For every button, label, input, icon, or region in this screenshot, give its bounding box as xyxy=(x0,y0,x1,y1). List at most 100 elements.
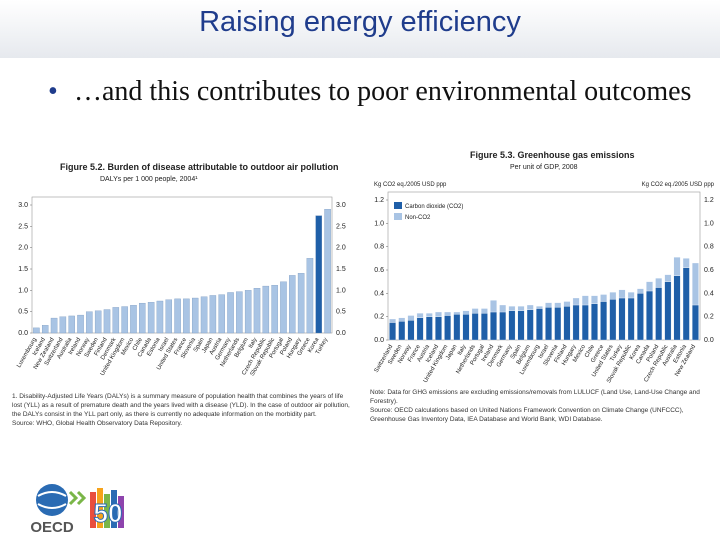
legend-label: Non-CO2 xyxy=(405,215,431,221)
bar xyxy=(253,288,261,334)
bar-segment xyxy=(627,292,635,299)
x-tick-label: Italy xyxy=(248,337,259,350)
bar xyxy=(94,310,102,334)
bar xyxy=(103,309,111,334)
y-tick-label: 1.0 xyxy=(374,220,384,227)
bar xyxy=(183,298,190,334)
bar xyxy=(297,273,305,334)
bar-segment xyxy=(389,318,396,323)
bar-segment xyxy=(462,310,470,315)
legend-swatch xyxy=(394,213,402,220)
bar xyxy=(209,295,217,334)
bar-segment xyxy=(609,299,617,341)
bar-segment xyxy=(444,315,452,341)
bar-segment xyxy=(453,311,461,315)
bar xyxy=(200,296,208,334)
bar-segment xyxy=(655,278,663,288)
y-tick-label: 0.5 xyxy=(336,309,346,316)
y-tick-label: 0.0 xyxy=(374,337,384,344)
bar xyxy=(227,292,234,334)
bar xyxy=(262,285,270,334)
bar xyxy=(324,209,331,334)
y-tick-label: 1.2 xyxy=(704,197,714,204)
bar xyxy=(315,215,323,334)
bar-segment xyxy=(600,294,608,302)
chart-subtitle: DALYs per 1 000 people, 2004¹ xyxy=(100,176,198,183)
bar xyxy=(306,258,314,334)
plot-frame xyxy=(31,196,333,334)
y-tick-label: 0.8 xyxy=(374,244,384,251)
bar xyxy=(59,316,67,334)
logo-number: 50 xyxy=(94,498,123,528)
bar-segment xyxy=(554,302,562,308)
y-axis-label: Kg CO2 eq./2005 USD ppp xyxy=(374,182,447,188)
note: Note: Data for GHG emissions are excludi… xyxy=(370,389,700,405)
y-tick-label: 2.0 xyxy=(336,245,346,252)
bar-segment xyxy=(618,289,626,299)
bar-segment xyxy=(673,257,681,276)
bar-segment xyxy=(444,311,452,316)
bar-segment xyxy=(490,300,497,313)
bar-segment xyxy=(508,306,516,311)
note: Source: WHO, Global Health Observatory D… xyxy=(12,420,183,427)
y-tick-label: 3.0 xyxy=(18,202,28,209)
y-tick-label: 3.0 xyxy=(336,202,346,209)
bar-segment xyxy=(499,311,507,341)
bar-segment xyxy=(545,302,552,308)
bar-segment xyxy=(563,306,571,341)
bar xyxy=(280,281,287,334)
bar-segment xyxy=(453,314,461,341)
bar xyxy=(191,297,199,334)
bar-segment xyxy=(646,281,653,292)
y-tick-label: 1.5 xyxy=(336,266,346,273)
y-tick-label: 0.5 xyxy=(18,309,28,316)
bar-segment xyxy=(416,317,424,341)
bar-segment xyxy=(526,304,534,310)
bar-segment xyxy=(692,262,699,306)
y-tick-label: 0.0 xyxy=(18,330,28,337)
bar-segment xyxy=(682,258,690,268)
legend-swatch xyxy=(394,202,402,209)
bar xyxy=(244,290,252,334)
bar-segment xyxy=(664,281,672,341)
y-tick-label: 1.2 xyxy=(374,197,384,204)
bar-segment xyxy=(682,267,690,341)
bar xyxy=(147,302,155,334)
bar-segment xyxy=(636,288,644,294)
bar-segment xyxy=(572,297,580,306)
y-tick-label: 2.5 xyxy=(18,223,28,230)
y-tick-label: 0.8 xyxy=(704,244,714,251)
y-tick-label: 1.0 xyxy=(18,287,28,294)
bar-segment xyxy=(591,303,598,341)
bar-segment xyxy=(581,304,589,341)
bar-segment xyxy=(462,314,470,341)
bar xyxy=(33,327,40,334)
bar-segment xyxy=(563,301,571,307)
chart-notes: 1. Disability-Adjusted Life Years (DALYs… xyxy=(12,392,352,428)
chart-subtitle: Per unit of GDP, 2008 xyxy=(510,164,578,171)
y-tick-label: 0.6 xyxy=(374,267,384,274)
bar xyxy=(139,302,146,334)
legend-label: Carbon dioxide (CO2) xyxy=(405,204,463,210)
y-tick-label: 0.4 xyxy=(704,290,714,297)
x-tick-label: Italy xyxy=(457,344,468,357)
bar-segment xyxy=(480,308,488,314)
bar-segment xyxy=(517,306,525,311)
bar xyxy=(174,298,181,334)
bar-segment xyxy=(536,308,543,341)
bar-segment xyxy=(435,311,442,317)
bar xyxy=(156,300,164,334)
bar-segment xyxy=(609,292,617,300)
bar-segment xyxy=(591,295,598,304)
plot-frame xyxy=(387,191,701,341)
bar-segment xyxy=(536,306,543,309)
bar-segment xyxy=(389,322,396,341)
y-tick-label: 1.0 xyxy=(336,287,346,294)
bar xyxy=(236,291,243,334)
bar xyxy=(50,317,58,334)
title-band xyxy=(0,0,720,58)
bar-segment xyxy=(581,295,589,306)
logo: OECD 50 xyxy=(30,484,124,536)
bar xyxy=(218,294,225,334)
